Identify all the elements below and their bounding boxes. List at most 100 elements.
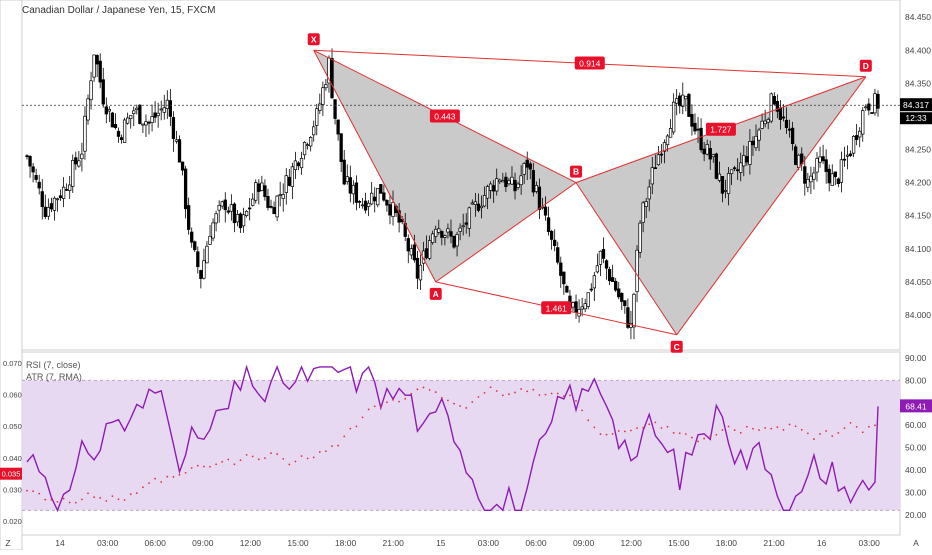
- candle-body: [516, 183, 520, 188]
- candle-body: [211, 222, 215, 239]
- rsi-badge: [900, 399, 932, 413]
- candle-body: [739, 162, 743, 173]
- candle-body: [858, 130, 862, 138]
- atr-dot: [489, 386, 492, 389]
- time-tick-label: 15:00: [287, 538, 309, 548]
- candle-body: [199, 270, 203, 279]
- rsi-indicator-label[interactable]: RSI (7, close): [26, 360, 81, 370]
- candle-body: [65, 189, 69, 191]
- candle-body: [342, 159, 346, 185]
- candle-body: [339, 133, 343, 163]
- candle-body: [34, 175, 38, 180]
- candle-body: [726, 173, 731, 194]
- candle-body: [620, 293, 624, 302]
- candle-body: [455, 234, 459, 247]
- time-tick-label: 03:00: [478, 538, 500, 548]
- atr-dot: [196, 464, 199, 467]
- atr-dot: [813, 438, 815, 440]
- candle-body: [845, 154, 850, 157]
- candle-body: [476, 203, 481, 211]
- atr-dot: [752, 427, 754, 430]
- atr-dot: [221, 461, 224, 463]
- candle-body: [412, 244, 417, 261]
- rsi-tick-label: 30.00: [905, 487, 927, 497]
- candle-body: [104, 106, 108, 115]
- candle-body: [241, 214, 246, 227]
- candle-body: [257, 183, 261, 192]
- candle-body: [821, 156, 825, 162]
- candle-body: [662, 142, 667, 152]
- candle-body: [556, 247, 560, 263]
- atr-dot: [825, 430, 828, 432]
- axis-corner-right: A: [913, 538, 919, 548]
- atr-dot: [404, 397, 407, 400]
- price-tick-label: 84.350: [905, 78, 931, 88]
- candle-body: [226, 210, 230, 213]
- candle-body: [165, 99, 169, 109]
- atr-dot: [471, 401, 474, 403]
- candle-body: [434, 228, 438, 237]
- candle-body: [681, 94, 685, 107]
- atr-dot: [44, 498, 47, 501]
- candle-body: [28, 155, 32, 167]
- atr-dot: [617, 430, 620, 432]
- atr-dot: [154, 477, 157, 480]
- time-tick-label: 15: [436, 538, 446, 548]
- rsi-band: [22, 380, 900, 511]
- atr-dot: [74, 501, 77, 504]
- atr-dot: [99, 496, 102, 499]
- atr-dot: [514, 391, 516, 394]
- candle-body: [723, 190, 728, 192]
- candle-body: [86, 98, 90, 121]
- pattern-point-label: C: [674, 342, 680, 352]
- atr-dot: [550, 392, 553, 395]
- candle-body: [321, 87, 325, 105]
- candle-body: [668, 128, 673, 138]
- candle-body: [751, 140, 755, 146]
- atr-tick-label: 0.040: [3, 454, 22, 463]
- candle-body: [223, 199, 227, 211]
- price-tick-label: 84.400: [905, 45, 931, 55]
- candle-body: [129, 115, 133, 119]
- candle-body: [235, 214, 240, 223]
- atr-dot: [715, 433, 718, 436]
- candle-body: [754, 135, 758, 149]
- atr-dot: [367, 408, 370, 411]
- atr-dot: [318, 451, 321, 453]
- candle-body: [138, 104, 142, 124]
- atr-dot: [257, 458, 260, 461]
- candle-body: [614, 280, 618, 291]
- atr-indicator-label[interactable]: ATR (7, RMA): [26, 372, 82, 382]
- candle-body: [644, 201, 648, 208]
- atr-dot: [416, 388, 419, 391]
- atr-dot: [599, 433, 602, 435]
- candle-body: [315, 108, 319, 126]
- candle-body: [348, 177, 352, 194]
- price-badge-text: 84.317: [903, 100, 929, 110]
- candle-body: [824, 159, 828, 172]
- atr-dot: [538, 394, 541, 396]
- candle-body: [336, 119, 340, 135]
- price-tick-label: 84.150: [905, 211, 931, 221]
- rsi-badge-text: 68.41: [905, 401, 927, 411]
- atr-dot: [270, 452, 272, 455]
- pattern-line-bc: [575, 182, 678, 336]
- candle-body: [565, 286, 569, 293]
- candle-body: [293, 160, 298, 170]
- candle-body: [220, 201, 224, 207]
- candle-body: [379, 184, 383, 194]
- pattern-point-badge: [429, 287, 442, 300]
- atr-dot: [794, 425, 797, 428]
- candle-body: [98, 60, 102, 83]
- atr-dot: [672, 432, 675, 434]
- atr-dot: [739, 431, 742, 434]
- atr-dot: [581, 409, 584, 412]
- candle-body: [510, 176, 514, 185]
- atr-dot: [148, 482, 150, 485]
- atr-dot: [770, 427, 773, 430]
- candle-body: [833, 171, 837, 178]
- time-tick-label: 15:00: [668, 538, 690, 548]
- atr-dot: [282, 457, 285, 460]
